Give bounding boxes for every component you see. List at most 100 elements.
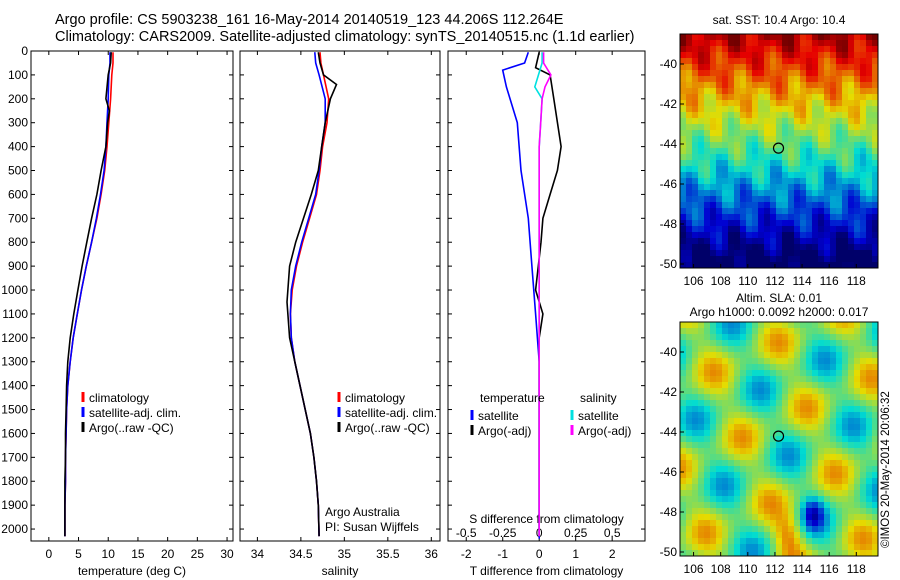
map-cell xyxy=(764,538,771,545)
map-cell xyxy=(746,460,753,467)
map-cell xyxy=(722,184,729,191)
map-cell xyxy=(752,490,759,497)
map-cell xyxy=(806,154,813,161)
map-cell xyxy=(794,40,801,47)
map-cell xyxy=(830,172,837,179)
map-cell xyxy=(824,490,831,497)
map-cell xyxy=(788,172,795,179)
map-cell xyxy=(824,370,831,377)
map-cell xyxy=(842,262,849,268)
map-cell xyxy=(824,430,831,437)
map-cell xyxy=(824,148,831,155)
map-cell xyxy=(692,502,699,509)
map-cell xyxy=(788,70,795,77)
map-cell xyxy=(722,100,729,107)
map-cell xyxy=(824,196,831,203)
map-cell xyxy=(848,190,855,197)
map-y-tick-label: -46 xyxy=(660,465,678,479)
map-cell xyxy=(734,34,741,41)
map-cell xyxy=(812,400,819,407)
map-cell xyxy=(806,184,813,191)
map-cell xyxy=(776,538,783,545)
map-cell xyxy=(770,514,777,521)
map-cell xyxy=(776,196,783,203)
map-cell xyxy=(800,532,807,539)
map-cell xyxy=(734,436,741,443)
map-cell xyxy=(872,34,878,41)
map-cell xyxy=(860,436,867,443)
map-cell xyxy=(806,334,813,341)
map-cell xyxy=(866,256,873,263)
map-cell xyxy=(794,46,801,53)
map-cell xyxy=(812,202,819,209)
map-cell xyxy=(752,94,759,101)
map-cell xyxy=(686,502,693,509)
map-cell xyxy=(854,340,861,347)
map-cell xyxy=(860,76,867,83)
map-cell xyxy=(842,58,849,65)
map-cell xyxy=(788,478,795,485)
map-cell xyxy=(746,334,753,341)
map-cell xyxy=(704,460,711,467)
map-cell xyxy=(740,160,747,167)
x-tick-label: 0 xyxy=(45,547,52,561)
map-cell xyxy=(782,196,789,203)
map-cell xyxy=(686,508,693,515)
map-cell xyxy=(806,244,813,251)
map-cell xyxy=(794,244,801,251)
map-cell xyxy=(860,256,867,263)
map-cell xyxy=(800,172,807,179)
map-cell xyxy=(836,154,843,161)
x-tick-label: 10 xyxy=(102,547,116,561)
map-cell xyxy=(800,112,807,119)
map-cell xyxy=(734,238,741,245)
map-cell xyxy=(716,334,723,341)
sst-map-title: sat. SST: 10.4 Argo: 10.4 xyxy=(713,13,846,27)
map-cell xyxy=(872,160,878,167)
map-cell xyxy=(740,454,747,461)
map-cell xyxy=(722,346,729,353)
map-cell xyxy=(818,352,825,359)
map-cell xyxy=(860,550,867,556)
map-cell xyxy=(764,208,771,215)
map-cell xyxy=(692,460,699,467)
map-cell xyxy=(710,160,717,167)
map-cell xyxy=(740,34,747,41)
map-cell xyxy=(770,88,777,95)
map-cell xyxy=(806,382,813,389)
map-cell xyxy=(788,250,795,257)
map-cell xyxy=(866,490,873,497)
map-cell xyxy=(746,364,753,371)
map-cell xyxy=(716,436,723,443)
map-cell xyxy=(764,382,771,389)
map-cell xyxy=(710,364,717,371)
map-cell xyxy=(812,412,819,419)
map-cell xyxy=(698,124,705,131)
map-cell xyxy=(734,466,741,473)
map-cell xyxy=(698,448,705,455)
map-cell xyxy=(770,526,777,533)
map-cell xyxy=(752,136,759,143)
map-cell xyxy=(872,178,878,185)
map-cell xyxy=(698,142,705,149)
map-cell xyxy=(734,412,741,419)
map-cell xyxy=(722,238,729,245)
map-cell xyxy=(830,52,837,59)
map-cell xyxy=(800,202,807,209)
map-cell xyxy=(776,256,783,263)
map-cell xyxy=(686,394,693,401)
map-cell xyxy=(686,364,693,371)
map-cell xyxy=(788,526,795,533)
map-cell xyxy=(740,112,747,119)
map-cell xyxy=(686,244,693,251)
map-cell xyxy=(716,40,723,47)
map-cell xyxy=(800,334,807,341)
map-cell xyxy=(848,502,855,509)
map-cell xyxy=(848,442,855,449)
map-cell xyxy=(746,58,753,65)
map-cell xyxy=(866,340,873,347)
map-cell xyxy=(794,256,801,263)
map-cell xyxy=(740,328,747,335)
map-cell xyxy=(836,82,843,89)
map-cell xyxy=(866,436,873,443)
